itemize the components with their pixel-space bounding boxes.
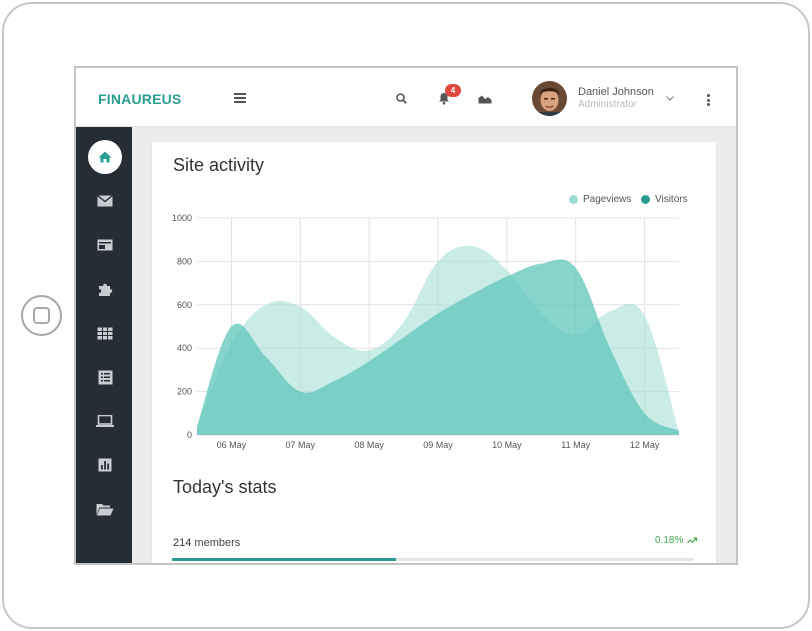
sidebar-item-lists[interactable] bbox=[88, 360, 122, 394]
puzzle-icon bbox=[98, 283, 112, 296]
sidebar-item-tables[interactable] bbox=[88, 316, 122, 350]
y-tick-label: 200 bbox=[177, 387, 192, 397]
x-tick-label: 08 May bbox=[354, 440, 384, 450]
members-progress-fill bbox=[172, 558, 397, 561]
x-tick-label: 10 May bbox=[492, 440, 522, 450]
x-tick-label: 07 May bbox=[286, 440, 316, 450]
y-tick-label: 1000 bbox=[172, 213, 192, 223]
laptop-icon bbox=[96, 415, 114, 427]
notification-badge: 4 bbox=[445, 84, 461, 97]
sidebar-item-home[interactable] bbox=[88, 140, 122, 174]
members-count: 214 bbox=[173, 537, 192, 549]
y-tick-label: 800 bbox=[177, 256, 192, 266]
sidebar-item-cards[interactable] bbox=[88, 228, 122, 262]
legend-item-visitors[interactable]: Visitors bbox=[641, 194, 688, 205]
top-bar: FINAUREUS 4 Daniel Johnson Admi bbox=[76, 68, 736, 127]
y-tick-label: 400 bbox=[177, 343, 192, 353]
y-tick-label: 600 bbox=[177, 300, 192, 310]
x-tick-label: 12 May bbox=[630, 440, 660, 450]
hamburger-menu-icon[interactable] bbox=[234, 93, 246, 103]
trending-up-icon bbox=[687, 537, 698, 544]
table-icon bbox=[97, 327, 113, 339]
legend-label-pageviews: Pageviews bbox=[583, 194, 632, 205]
sidebar-item-devices[interactable] bbox=[88, 404, 122, 438]
home-icon bbox=[98, 151, 112, 163]
site-activity-title: Site activity bbox=[173, 155, 265, 175]
user-avatar[interactable] bbox=[532, 81, 567, 116]
visitors-swatch bbox=[641, 195, 650, 204]
brand-logo[interactable]: FINAUREUS bbox=[98, 91, 182, 107]
bar-chart-icon bbox=[98, 458, 112, 472]
search-icon[interactable] bbox=[396, 93, 407, 104]
card-icon bbox=[97, 239, 113, 251]
app-screen: FINAUREUS 4 Daniel Johnson Admi bbox=[74, 66, 738, 565]
home-button-square-icon bbox=[33, 307, 50, 324]
more-options-icon[interactable] bbox=[707, 94, 710, 108]
todays-stats-title: Today's stats bbox=[173, 477, 277, 497]
x-tick-label: 06 May bbox=[217, 440, 247, 450]
sidebar-item-plugins[interactable] bbox=[88, 272, 122, 306]
site-activity-card: Site activity Pageviews Visitors 0 200 400… bbox=[152, 142, 716, 563]
x-tick-label: 09 May bbox=[423, 440, 453, 450]
sidebar-item-files[interactable] bbox=[88, 492, 122, 526]
sidebar-item-reports[interactable] bbox=[88, 448, 122, 482]
list-icon bbox=[98, 370, 112, 384]
area-series-visitors bbox=[197, 259, 679, 435]
y-tick-label: 0 bbox=[187, 430, 192, 440]
chevron-down-icon[interactable] bbox=[666, 96, 674, 101]
members-change-value: 0.18% bbox=[655, 535, 684, 546]
user-role: Administrator bbox=[578, 99, 637, 110]
user-name[interactable]: Daniel Johnson bbox=[578, 86, 654, 98]
members-label: members bbox=[194, 537, 241, 549]
x-tick-label: 11 May bbox=[561, 440, 590, 450]
sidebar-item-mail[interactable] bbox=[88, 184, 122, 218]
site-activity-chart: 0 200 400 600 800 1000 06 May 07 May 08 May 09 Ma… bbox=[172, 213, 679, 450]
legend-item-pageviews[interactable]: Pageviews bbox=[569, 194, 631, 205]
area-chart-icon[interactable] bbox=[478, 94, 492, 104]
legend-label-visitors: Visitors bbox=[655, 194, 688, 205]
members-change: 0.18% bbox=[655, 535, 698, 546]
members-stat: 214 members bbox=[173, 537, 240, 549]
sidebar bbox=[76, 127, 132, 563]
pageviews-swatch bbox=[569, 195, 578, 204]
folder-icon bbox=[96, 503, 114, 515]
home-hardware-button[interactable] bbox=[21, 295, 62, 336]
members-progress-track bbox=[172, 558, 693, 561]
mail-icon bbox=[97, 195, 113, 207]
